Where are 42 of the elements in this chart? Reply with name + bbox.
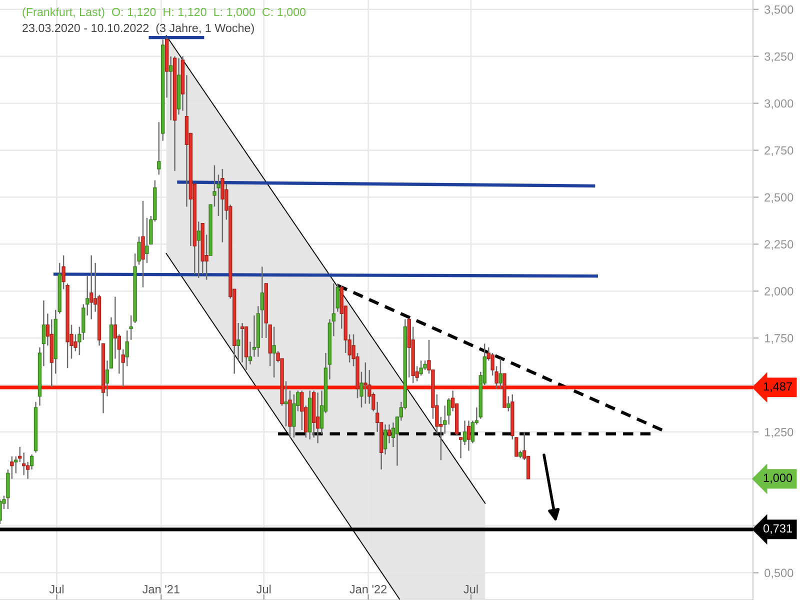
candlestick	[90, 254, 94, 320]
candlestick	[514, 437, 518, 457]
candlestick	[22, 452, 26, 476]
y-tick-label: 3,500	[764, 5, 794, 16]
y-tick-label: 1,750	[765, 334, 794, 344]
candlestick	[10, 456, 14, 480]
candlestick	[141, 200, 145, 288]
x-tick-label: Jan '22	[350, 585, 387, 594]
candlestick	[466, 420, 471, 452]
y-tick-label: 2,500	[764, 193, 794, 203]
candlestick	[458, 436, 463, 459]
candlestick	[272, 326, 276, 378]
ref-line-label: 0,731	[763, 524, 792, 534]
candlestick	[387, 424, 392, 444]
x-tick-label: Jul	[464, 584, 478, 594]
y-tick-label: 2,000	[764, 287, 794, 297]
candlestick	[383, 424, 388, 456]
x-tick-label: Jul	[49, 584, 64, 594]
y-tick-label: 3,000	[764, 99, 794, 110]
candlestick	[292, 394, 296, 438]
y-tick-label: 1,250	[765, 428, 794, 438]
candlestick	[316, 392, 320, 444]
candlestick	[284, 380, 288, 427]
text: 1,000	[764, 474, 792, 484]
candlestick	[220, 168, 224, 243]
y-tick-label: 2,250	[764, 240, 794, 250]
x-tick-label: Jan '21	[142, 585, 180, 594]
y-tick-label: 2,750	[764, 146, 794, 156]
candlestick	[145, 217, 149, 264]
candlestick	[506, 396, 510, 412]
candlestick	[168, 56, 173, 121]
y-tick-label: 3,250	[764, 52, 794, 62]
text: (Frankfurt, Last) O: 1,120 H: 1,120 L: 1,000 C: 1,000	[22, 8, 306, 18]
candlestick	[498, 358, 502, 390]
y-tick-label: 0,500	[764, 568, 794, 579]
candlestick	[236, 322, 240, 362]
x-tick-label: Jul	[256, 584, 271, 594]
ref-line-label: 1,487	[764, 382, 792, 392]
text: 23.03.2020 - 10.10.2022 (3 Jahre, 1 Woche)	[22, 24, 254, 34]
candlestick	[364, 362, 368, 404]
candlestick	[196, 220, 200, 279]
candlestick	[240, 322, 244, 364]
